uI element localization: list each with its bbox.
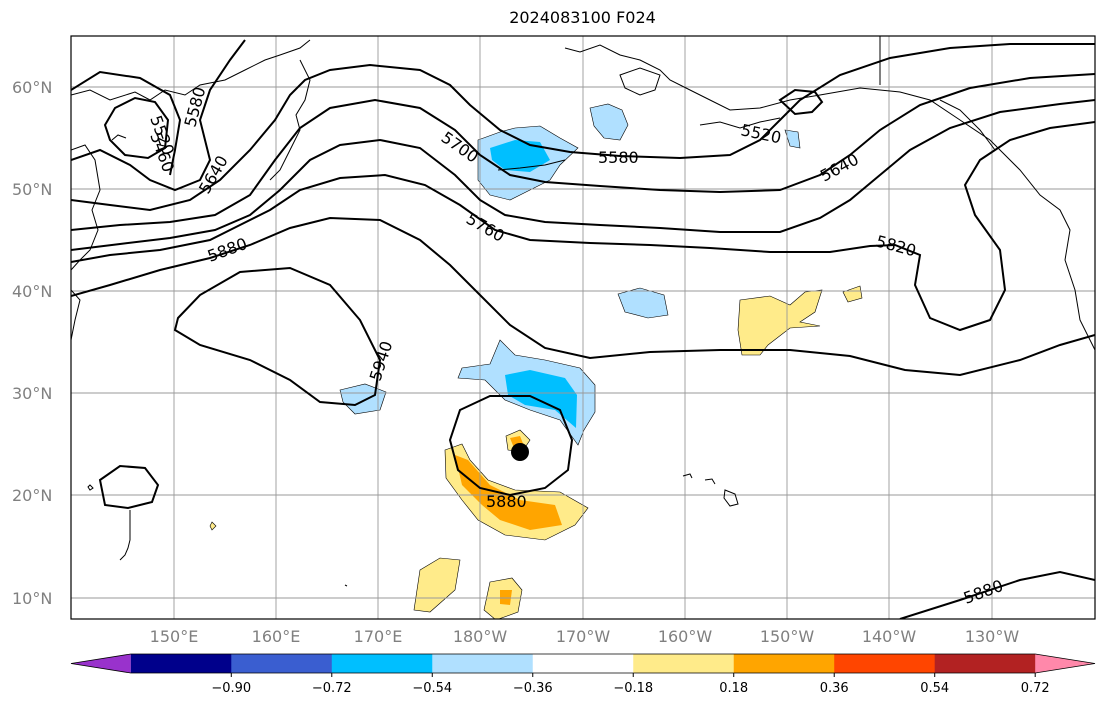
colorbar-tick-label: −0.36 [513, 681, 553, 696]
lat-label: 50°N [12, 180, 52, 199]
storm-contour [448, 395, 574, 497]
coastlines [71, 36, 1095, 587]
colorbar-segment [432, 654, 534, 673]
colorbar-segment [834, 654, 936, 673]
lat-label: 20°N [12, 486, 52, 505]
lat-label: 30°N [12, 384, 52, 403]
latitude-labels: 60°N 50°N 40°N 30°N 20°N 10°N [12, 78, 52, 608]
lon-label: 160°E [252, 627, 301, 646]
hurricane-center-icon [511, 443, 529, 461]
colorbar: −0.90 −0.72 −0.54 −0.36 −0.18 0.18 0.36 0.54 0.7… [70, 653, 1096, 696]
map-frame [70, 35, 1096, 620]
contour-5460-low [103, 96, 170, 160]
colorbar-segment [130, 654, 232, 673]
colorbar-tick-label: 0.54 [920, 681, 949, 696]
lon-label: 150°E [150, 627, 199, 646]
negative-anomaly-midpacific [617, 287, 669, 319]
colorbar-segment [331, 654, 433, 673]
colorbar-segment [733, 654, 835, 673]
graticule [71, 36, 1095, 619]
contour-label: 5880 [486, 492, 527, 511]
colorbar-tick-label: −0.90 [211, 681, 251, 696]
negative-anomaly-gulf [589, 103, 629, 141]
colorbar-segment [934, 654, 1036, 673]
height-contours [71, 39, 1095, 619]
lon-label: 150°W [760, 627, 815, 646]
colorbar-outline [70, 653, 1096, 674]
colorbar-extend-high [1035, 654, 1095, 673]
colorbar-segment [633, 654, 735, 673]
colorbar-tick-label: −0.18 [613, 681, 653, 696]
lon-label: 140°W [862, 627, 917, 646]
contour-label: 5580 [598, 148, 639, 167]
shaded-anomaly-fields [209, 103, 863, 619]
lon-label: 170°W [556, 627, 611, 646]
colorbar-tick-label: −0.54 [412, 681, 452, 696]
colorbar-tick-label: 0.18 [719, 681, 748, 696]
lat-label: 10°N [12, 589, 52, 608]
map-title: 2024083100 F024 [509, 8, 656, 27]
lon-label: 160°W [658, 627, 713, 646]
colorbar-tick-label: 0.36 [820, 681, 849, 696]
colorbar-segment [532, 654, 634, 673]
colorbar-tick-label: −0.72 [312, 681, 352, 696]
colorbar-extend-low [71, 654, 131, 673]
positive-anomaly-east [737, 289, 823, 356]
colorbar-segment [231, 654, 333, 673]
contour-5940-high [173, 266, 382, 407]
colorbar-tick-label: 0.72 [1021, 681, 1050, 696]
lat-label: 60°N [12, 78, 52, 97]
lon-label: 170°E [354, 627, 403, 646]
longitude-labels: 150°E 160°E 170°E 180°W 170°W 160°W 150°… [150, 627, 1020, 646]
lon-label: 130°W [965, 627, 1020, 646]
lon-label: 180°W [453, 627, 508, 646]
lat-label: 40°N [12, 282, 52, 301]
